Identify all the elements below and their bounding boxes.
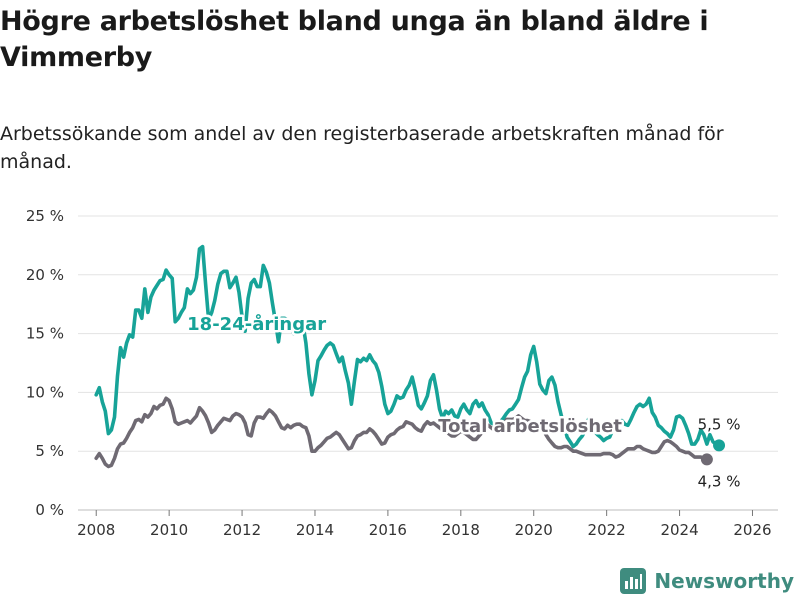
x-tick-label: 2010	[150, 521, 188, 539]
series-end-dot-total	[700, 453, 713, 466]
series-end-dot-youth	[713, 439, 726, 452]
y-tick-label: 15 %	[26, 325, 64, 343]
y-tick-label: 10 %	[26, 383, 64, 401]
x-tick-label: 2016	[369, 521, 407, 539]
end-value-label-youth: 5,5 %	[698, 415, 741, 433]
x-tick-label: 2012	[223, 521, 261, 539]
series-labels: 18-24-åringar Total arbetslöshet 5,5 % 4,3 …	[185, 311, 741, 491]
brand-logo: Newsworthy	[620, 568, 794, 594]
chart-title: Högre arbetslöshet bland unga än bland ä…	[0, 6, 709, 73]
y-tick-label: 20 %	[26, 266, 64, 284]
brand-name: Newsworthy	[654, 569, 794, 593]
series-label-youth: 18-24-åringar	[187, 313, 326, 335]
y-tick-label: 0 %	[35, 501, 64, 519]
series-lines	[94, 244, 726, 469]
x-tick-label: 2020	[515, 521, 553, 539]
chart-subtitle: Arbetssökande som andel av den registerb…	[0, 123, 724, 173]
x-tick-label: 2022	[588, 521, 626, 539]
x-tick-label: 2008	[77, 521, 115, 539]
end-value-label-total: 4,3 %	[698, 472, 741, 490]
series-line-youth	[94, 244, 721, 449]
chart-bar-icon	[620, 568, 647, 594]
series-label-total: Total arbetslöshet	[438, 416, 622, 437]
x-tick-label: 2014	[296, 521, 334, 539]
series-line-total	[94, 396, 709, 469]
y-tick-label: 5 %	[35, 442, 64, 460]
x-tick-label: 2018	[442, 521, 480, 539]
gridlines	[78, 215, 778, 511]
x-tick-label: 2026	[733, 521, 771, 539]
y-tick-label: 25 %	[26, 207, 64, 225]
x-tick-label: 2024	[660, 521, 698, 539]
x-axis: 2008 2010 2012 2014 2016 2018 2020 2022 2024 2026	[77, 510, 772, 539]
y-axis-ticks: 0 % 5 % 10 % 15 % 20 % 25 %	[26, 207, 64, 519]
